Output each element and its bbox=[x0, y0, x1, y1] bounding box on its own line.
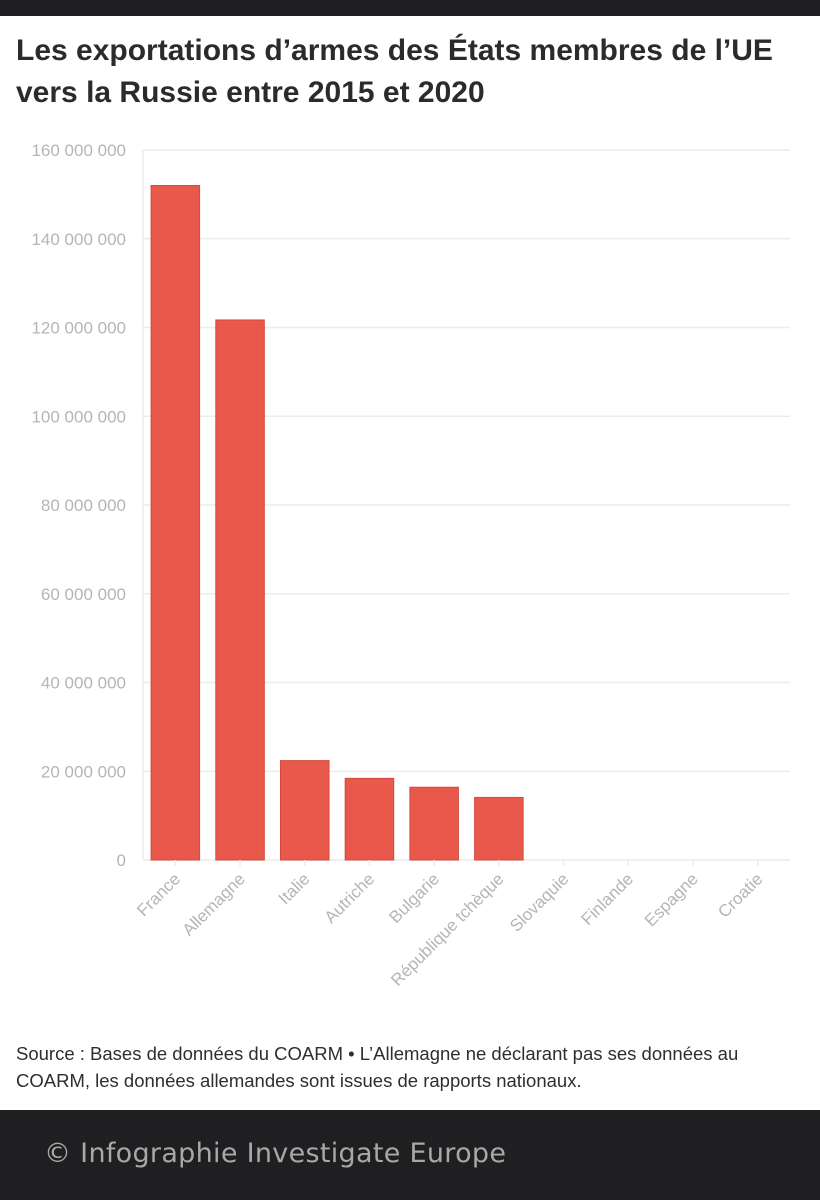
y-tick-label: 60 000 000 bbox=[41, 585, 126, 604]
x-tick-label: Italie bbox=[275, 869, 314, 908]
y-tick-label: 0 bbox=[117, 851, 126, 870]
bar-r-publique-tch-que bbox=[474, 796, 524, 861]
bar-chart: 0 20 000 000 40 000 000 60 000 000 80 000 00… bbox=[31, 141, 790, 990]
source-note: Source : Bases de données du COARM • L’A… bbox=[16, 1043, 739, 1091]
x-tick-label: République tchèque bbox=[387, 869, 507, 989]
x-tick-label: Slovaquie bbox=[506, 869, 572, 935]
credit-text: © Infographie Investigate Europe bbox=[44, 1138, 507, 1169]
footer-bar: © Infographie Investigate Europe bbox=[0, 1110, 820, 1200]
chart-title: Les exportations d’armes des États membr… bbox=[16, 34, 773, 109]
bar-italie bbox=[279, 760, 330, 861]
y-tick-label: 40 000 000 bbox=[41, 674, 126, 693]
x-tick-label: Allemagne bbox=[179, 869, 249, 939]
y-tick-label: 100 000 000 bbox=[31, 407, 126, 426]
x-tick-label: Finlande bbox=[578, 869, 638, 929]
x-tick-label: France bbox=[133, 869, 184, 920]
x-tick-label: Autriche bbox=[321, 869, 379, 927]
bar-allemagne bbox=[215, 319, 265, 861]
y-tick-label: 80 000 000 bbox=[41, 496, 126, 515]
x-tick-label: Espagne bbox=[641, 869, 702, 930]
bar-france bbox=[150, 185, 201, 861]
bar-bulgarie bbox=[409, 786, 459, 861]
x-tick-label: Bulgarie bbox=[385, 869, 443, 927]
top-bar bbox=[0, 0, 820, 16]
bar-autriche bbox=[344, 777, 395, 861]
y-tick-label: 20 000 000 bbox=[41, 762, 126, 781]
y-tick-label: 140 000 000 bbox=[31, 230, 126, 249]
y-tick-label: 160 000 000 bbox=[31, 141, 126, 160]
y-tick-label: 120 000 000 bbox=[31, 319, 126, 338]
x-tick-label: Croatie bbox=[714, 869, 766, 921]
